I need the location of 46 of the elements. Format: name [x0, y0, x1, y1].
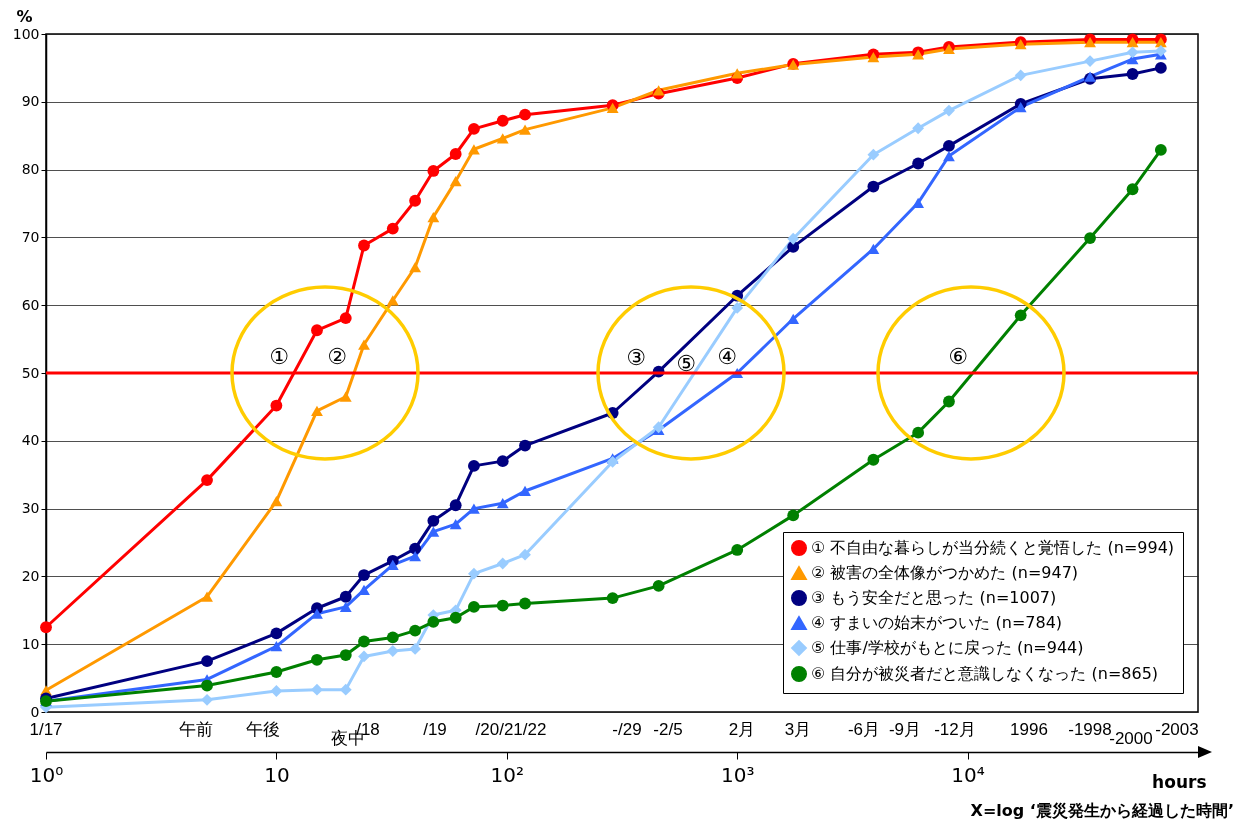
y-tick-label: 0: [30, 703, 40, 720]
text: /20/21/22: [475, 720, 547, 740]
text: 3月: [784, 720, 812, 740]
text: 1/17: [29, 720, 63, 740]
x-tick-label: 10⁴: [951, 762, 985, 787]
x-tick-label: 10: [264, 762, 290, 787]
legend-label: ③ もう安全だと思った (n=1007): [811, 588, 1057, 607]
x-axis-title: hours: [1152, 771, 1207, 792]
y-tick-label: 40: [21, 432, 40, 449]
text: -1998: [1068, 720, 1112, 740]
annotation: ⑥: [948, 344, 968, 369]
annotation: ②: [327, 344, 347, 369]
annotation: ③: [626, 345, 646, 370]
text: -12月: [934, 720, 976, 740]
annotation: ⑤: [676, 351, 696, 376]
legend-label: ① 不自由な暮らしが当分続くと覚悟した (n=994): [811, 538, 1175, 557]
y-tick-label: 80: [21, 161, 40, 178]
y-tick-label: 50: [21, 364, 40, 381]
legend-label: ④ すまいの始末がついた (n=784): [811, 613, 1063, 632]
y-tick-label: 10: [21, 635, 40, 652]
text: -9月: [888, 720, 922, 740]
text: 2月: [728, 720, 756, 740]
text: -/29: [612, 720, 642, 740]
text: /19: [423, 720, 447, 740]
y-tick-label: 90: [21, 93, 40, 110]
x-tick-label: 10²: [490, 762, 525, 787]
y-tick-label: 100: [12, 25, 40, 42]
text: -6月: [847, 720, 881, 740]
text: 1996: [1010, 720, 1048, 740]
x-tick-label: 10⁰: [29, 762, 64, 787]
text: 午前: [179, 720, 213, 740]
legend-label: ⑤ 仕事/学校がもとに戻った (n=944): [811, 638, 1084, 657]
legend-label: ② 被害の全体像がつかめた (n=947): [811, 563, 1079, 582]
annotation: ④: [717, 344, 737, 369]
y-tick-label: 20: [21, 567, 40, 584]
y-axis-title: %: [16, 6, 33, 26]
text: -2003: [1155, 720, 1199, 740]
x-tick-label: 10³: [720, 762, 755, 787]
text: X=log ‘震災発生から経過した時間’: [970, 800, 1234, 820]
y-tick-label: 70: [21, 228, 40, 245]
y-tick-label: 60: [21, 296, 40, 313]
annotation: ①: [269, 344, 289, 369]
text: -2/5: [653, 720, 683, 740]
y-tick-label: 30: [21, 500, 40, 517]
legend-label: ⑥ 自分が被災者だと意識しなくなった (n=865): [811, 664, 1159, 683]
text: 午後: [246, 720, 280, 740]
